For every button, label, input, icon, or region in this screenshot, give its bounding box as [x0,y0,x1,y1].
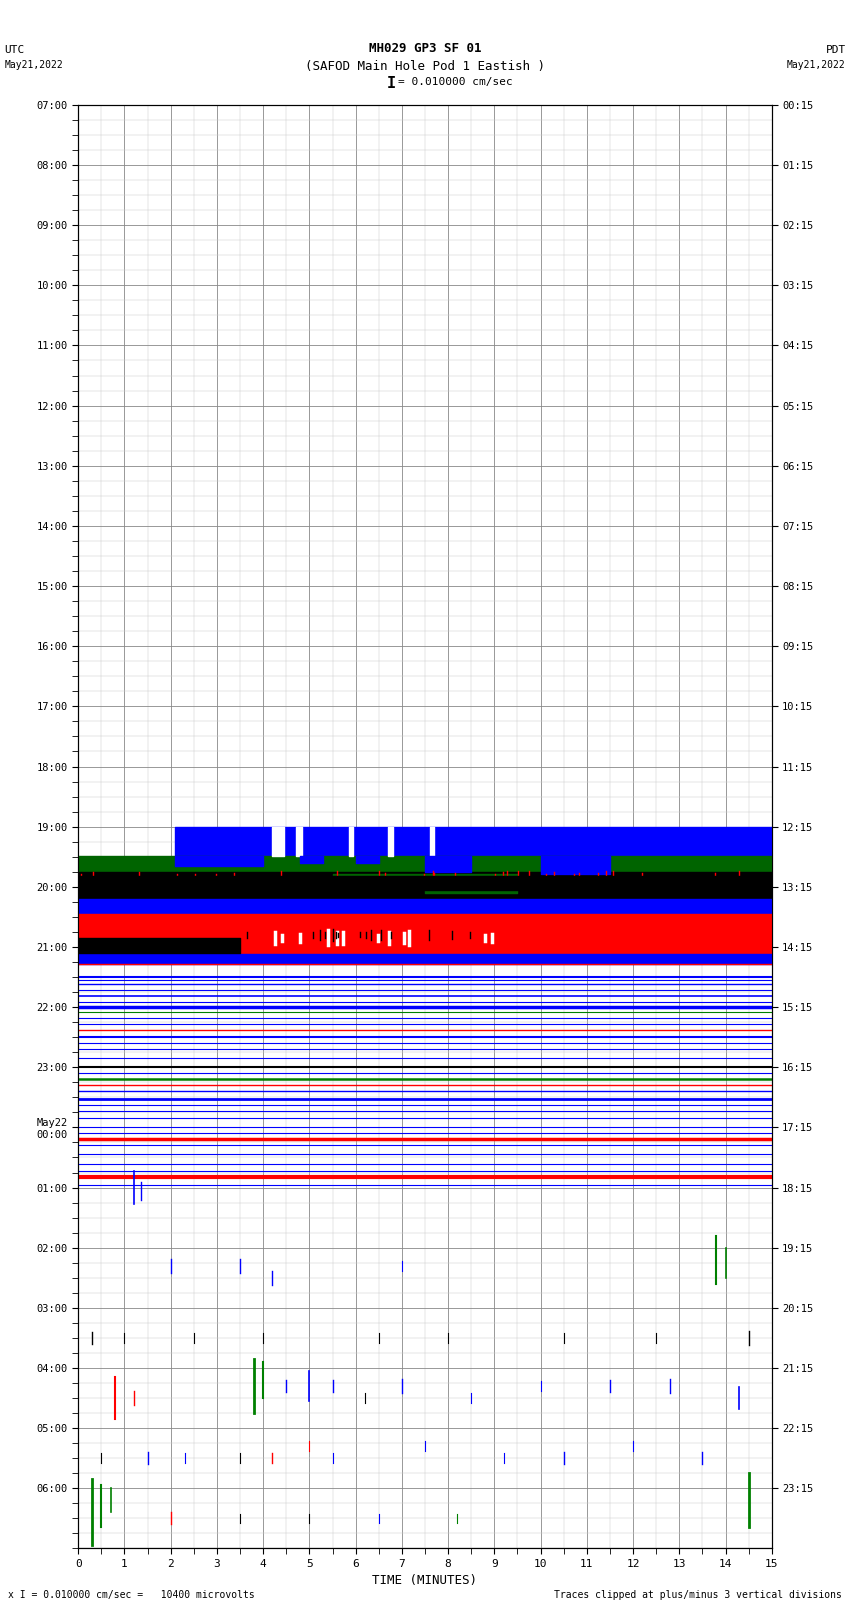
Text: MH029 GP3 SF 01: MH029 GP3 SF 01 [369,42,481,55]
Text: May21,2022: May21,2022 [4,60,63,69]
X-axis label: TIME (MINUTES): TIME (MINUTES) [372,1574,478,1587]
Text: May21,2022: May21,2022 [787,60,846,69]
Text: = 0.010000 cm/sec: = 0.010000 cm/sec [398,77,513,87]
Text: (SAFOD Main Hole Pod 1 Eastish ): (SAFOD Main Hole Pod 1 Eastish ) [305,60,545,73]
Text: PDT: PDT [825,45,846,55]
Text: I: I [387,76,396,90]
Text: x I = 0.010000 cm/sec =   10400 microvolts: x I = 0.010000 cm/sec = 10400 microvolts [8,1590,255,1600]
Text: UTC: UTC [4,45,25,55]
Text: Traces clipped at plus/minus 3 vertical divisions: Traces clipped at plus/minus 3 vertical … [553,1590,842,1600]
